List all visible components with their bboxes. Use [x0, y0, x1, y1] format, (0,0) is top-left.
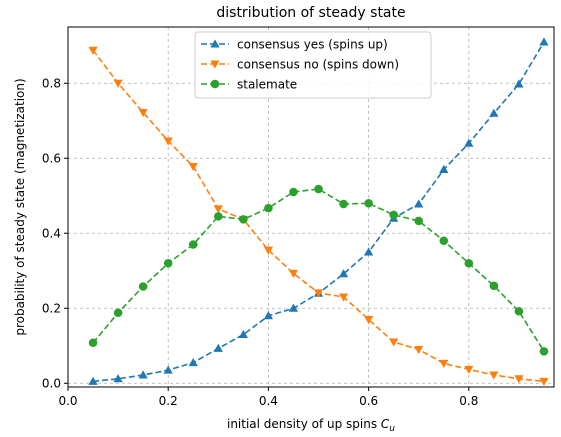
data-point — [464, 258, 474, 268]
data-point — [163, 258, 173, 268]
y-tick-label: 0.4 — [42, 226, 61, 240]
data-point — [113, 79, 123, 88]
x-tick-label: 0.6 — [359, 394, 378, 408]
data-point — [163, 365, 173, 374]
y-tick-label: 0.0 — [42, 376, 61, 390]
x-tick-label: 0.4 — [259, 394, 278, 408]
data-point — [489, 281, 499, 291]
legend-entry: consensus no (spins down) — [201, 58, 399, 72]
chart-title: distribution of steady state — [216, 5, 405, 21]
y-tick-label: 0.2 — [42, 301, 61, 315]
axis-ticks: 0.0 0.2 0.4 0.6 0.8 0.0 0.2 0.4 0.6 0.8 — [42, 76, 478, 408]
data-point — [439, 359, 449, 368]
data-point — [339, 199, 348, 209]
data-point — [113, 308, 123, 318]
data-point — [213, 343, 223, 352]
data-point — [289, 187, 298, 197]
data-point — [364, 198, 373, 208]
y-axis-label: probability of steady state (magnetizati… — [13, 78, 27, 335]
data-point — [514, 306, 524, 316]
y-tick-label: 0.6 — [42, 151, 61, 165]
data-point — [88, 338, 98, 348]
data-point — [264, 203, 273, 213]
legend-swatch-marker — [210, 39, 220, 48]
data-point — [514, 79, 524, 88]
legend: consensus yes (spins up) consensus no (sp… — [194, 31, 432, 99]
data-point — [539, 347, 549, 356]
legend-label: consensus no (spins down) — [237, 58, 399, 72]
data-point — [338, 269, 349, 278]
y-tick-label: 0.8 — [42, 76, 61, 90]
data-point — [138, 282, 148, 291]
x-tick-label: 0.0 — [58, 394, 77, 408]
legend-label: consensus yes (spins up) — [237, 38, 388, 52]
data-point — [88, 46, 98, 55]
data-point — [439, 164, 449, 173]
data-point — [539, 37, 549, 46]
data-point — [288, 303, 299, 312]
plot-frame — [67, 26, 555, 388]
legend-entry: consensus yes (spins up) — [201, 38, 388, 52]
data-point — [213, 205, 223, 214]
x-tick-label: 0.8 — [459, 394, 478, 408]
data-point — [389, 210, 398, 220]
data-point — [188, 358, 198, 367]
data-point — [238, 329, 248, 338]
data-point — [288, 269, 299, 278]
data-point — [439, 236, 449, 246]
data-point — [313, 289, 324, 298]
data-point — [239, 215, 248, 224]
plot-series — [88, 37, 549, 386]
data-point — [414, 199, 424, 208]
data-point — [414, 346, 424, 355]
data-point — [414, 216, 424, 226]
legend-box — [194, 31, 432, 99]
legend-swatch-marker — [210, 60, 220, 69]
data-point — [163, 137, 173, 146]
series-3 — [88, 184, 549, 356]
legend-swatch-marker — [210, 79, 220, 89]
data-point — [88, 376, 98, 385]
data-point — [263, 246, 274, 255]
data-point — [214, 212, 223, 221]
data-point — [364, 316, 374, 325]
data-point — [338, 293, 349, 302]
data-point — [464, 365, 474, 374]
legend-entry: stalemate — [201, 78, 297, 92]
data-point — [514, 375, 524, 384]
data-point — [364, 247, 374, 256]
data-point — [138, 109, 148, 118]
legend-label: stalemate — [237, 78, 297, 92]
data-point — [188, 240, 198, 249]
x-tick-label: 0.2 — [159, 394, 178, 408]
data-point — [389, 338, 399, 347]
x-axis-label: initial density of up spins Cu — [227, 417, 395, 434]
data-point — [314, 184, 323, 194]
data-point — [138, 370, 148, 379]
data-point — [489, 108, 499, 117]
data-point — [464, 138, 474, 147]
data-point — [489, 371, 499, 380]
data-point — [113, 374, 123, 383]
data-point — [539, 377, 549, 386]
data-point — [188, 163, 198, 172]
data-point — [263, 311, 274, 320]
